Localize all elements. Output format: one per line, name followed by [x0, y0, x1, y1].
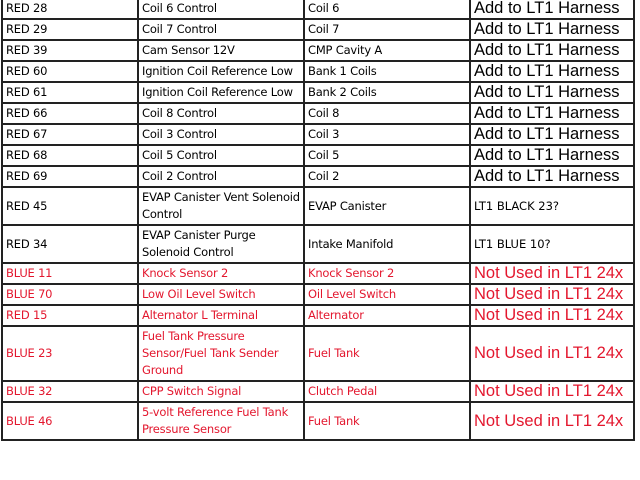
note-cell: Not Used in LT1 24x	[469, 304, 635, 327]
note-cell: Add to LT1 Harness	[469, 144, 635, 167]
note-cell: Not Used in LT1 24x	[469, 262, 635, 285]
pin-cell: BLUE 32	[1, 380, 139, 403]
table-row: RED 29 Coil 7 Control Coil 7 Add to LT1 Har…	[1, 18, 635, 41]
function-cell: Coil 6 Control	[137, 0, 305, 20]
pin-cell: RED 29	[1, 18, 139, 41]
function-cell: CPP Switch Signal	[137, 380, 305, 403]
pinout-table: RED 28 Coil 6 Control Coil 6 Add to LT1 Har…	[1, 0, 635, 441]
pin-cell: BLUE 46	[1, 401, 139, 441]
pin-cell: RED 45	[1, 186, 139, 226]
table-row: RED 28 Coil 6 Control Coil 6 Add to LT1 Har…	[1, 0, 635, 20]
table-row: RED 61 Ignition Coil Reference Low Bank 2 …	[1, 81, 635, 104]
table-row: BLUE 70 Low Oil Level Switch Oil Level Swi…	[1, 283, 635, 306]
function-cell: Coil 8 Control	[137, 102, 305, 125]
pin-cell: RED 67	[1, 123, 139, 146]
function-cell: Coil 2 Control	[137, 165, 305, 188]
function-cell: Fuel Tank Pressure Sensor/Fuel Tank Send…	[137, 325, 305, 382]
location-cell: Fuel Tank	[303, 325, 471, 382]
table-row: RED 69 Coil 2 Control Coil 2 Add to LT1 Har…	[1, 165, 635, 188]
note-cell: Add to LT1 Harness	[469, 0, 635, 20]
note-cell: Add to LT1 Harness	[469, 18, 635, 41]
function-cell: Ignition Coil Reference Low	[137, 81, 305, 104]
note-cell: Add to LT1 Harness	[469, 81, 635, 104]
pin-cell: BLUE 11	[1, 262, 139, 285]
pin-cell: RED 60	[1, 60, 139, 83]
location-cell: Coil 5	[303, 144, 471, 167]
table-row: RED 60 Ignition Coil Reference Low Bank 1 …	[1, 60, 635, 83]
table-row: BLUE 32 CPP Switch Signal Clutch Pedal Not …	[1, 380, 635, 403]
table-row: RED 66 Coil 8 Control Coil 8 Add to LT1 Har…	[1, 102, 635, 125]
table-row: BLUE 23 Fuel Tank Pressure Sensor/Fuel Ta…	[1, 325, 635, 382]
pin-cell: BLUE 23	[1, 325, 139, 382]
table-row: RED 34 EVAP Canister Purge Solenoid Contr…	[1, 224, 635, 264]
function-cell: EVAP Canister Vent Solenoid Control	[137, 186, 305, 226]
function-cell: Knock Sensor 2	[137, 262, 305, 285]
note-cell: Add to LT1 Harness	[469, 165, 635, 188]
pin-cell: RED 68	[1, 144, 139, 167]
function-cell: Low Oil Level Switch	[137, 283, 305, 306]
location-cell: Coil 7	[303, 18, 471, 41]
pin-cell: RED 69	[1, 165, 139, 188]
note-cell: Not Used in LT1 24x	[469, 401, 635, 441]
note-cell: Not Used in LT1 24x	[469, 325, 635, 382]
location-cell: Knock Sensor 2	[303, 262, 471, 285]
note-cell: Add to LT1 Harness	[469, 102, 635, 125]
note-cell: LT1 BLACK 23?	[469, 186, 635, 226]
location-cell: Intake Manifold	[303, 224, 471, 264]
location-cell: Coil 2	[303, 165, 471, 188]
pinout-table-body: RED 28 Coil 6 Control Coil 6 Add to LT1 Har…	[1, 0, 635, 441]
function-cell: Coil 3 Control	[137, 123, 305, 146]
location-cell: EVAP Canister	[303, 186, 471, 226]
location-cell: Fuel Tank	[303, 401, 471, 441]
location-cell: Coil 6	[303, 0, 471, 20]
pin-cell: RED 39	[1, 39, 139, 62]
location-cell: Oil Level Switch	[303, 283, 471, 306]
pin-cell: RED 34	[1, 224, 139, 264]
location-cell: Bank 1 Coils	[303, 60, 471, 83]
location-cell: Coil 8	[303, 102, 471, 125]
function-cell: 5-volt Reference Fuel Tank Pressure Sens…	[137, 401, 305, 441]
table-row: RED 45 EVAP Canister Vent Solenoid Contro…	[1, 186, 635, 226]
table-row: RED 68 Coil 5 Control Coil 5 Add to LT1 Har…	[1, 144, 635, 167]
pin-cell: RED 28	[1, 0, 139, 20]
note-cell: Add to LT1 Harness	[469, 39, 635, 62]
pin-cell: RED 66	[1, 102, 139, 125]
table-row: RED 67 Coil 3 Control Coil 3 Add to LT1 Har…	[1, 123, 635, 146]
pin-cell: RED 15	[1, 304, 139, 327]
note-cell: Not Used in LT1 24x	[469, 380, 635, 403]
location-cell: CMP Cavity A	[303, 39, 471, 62]
note-cell: LT1 BLUE 10?	[469, 224, 635, 264]
note-cell: Add to LT1 Harness	[469, 123, 635, 146]
table-row: RED 39 Cam Sensor 12V CMP Cavity A Add to L…	[1, 39, 635, 62]
function-cell: Coil 5 Control	[137, 144, 305, 167]
note-cell: Not Used in LT1 24x	[469, 283, 635, 306]
location-cell: Clutch Pedal	[303, 380, 471, 403]
function-cell: Cam Sensor 12V	[137, 39, 305, 62]
pin-cell: BLUE 70	[1, 283, 139, 306]
note-cell: Add to LT1 Harness	[469, 60, 635, 83]
table-row: RED 15 Alternator L Terminal Alternator Not…	[1, 304, 635, 327]
function-cell: EVAP Canister Purge Solenoid Control	[137, 224, 305, 264]
table-row: BLUE 46 5-volt Reference Fuel Tank Pressu…	[1, 401, 635, 441]
location-cell: Bank 2 Coils	[303, 81, 471, 104]
location-cell: Alternator	[303, 304, 471, 327]
table-row: BLUE 11 Knock Sensor 2 Knock Sensor 2 Not U…	[1, 262, 635, 285]
pin-cell: RED 61	[1, 81, 139, 104]
location-cell: Coil 3	[303, 123, 471, 146]
function-cell: Alternator L Terminal	[137, 304, 305, 327]
function-cell: Ignition Coil Reference Low	[137, 60, 305, 83]
function-cell: Coil 7 Control	[137, 18, 305, 41]
